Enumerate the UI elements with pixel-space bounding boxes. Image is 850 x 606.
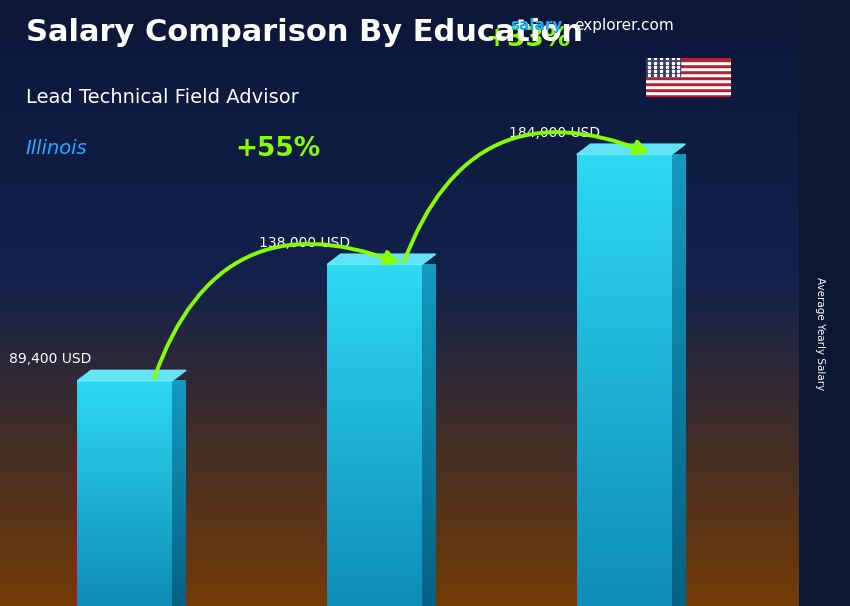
- Text: Lead Technical Field Advisor: Lead Technical Field Advisor: [26, 88, 298, 107]
- FancyArrowPatch shape: [154, 244, 396, 378]
- Bar: [646, 70, 731, 73]
- Bar: [646, 64, 731, 67]
- Bar: [646, 76, 731, 79]
- Bar: [646, 85, 731, 88]
- Bar: [646, 61, 731, 64]
- Text: +33%: +33%: [485, 26, 570, 52]
- Text: 184,000 USD: 184,000 USD: [509, 126, 600, 140]
- Text: Salary Comparison By Education: Salary Comparison By Education: [26, 18, 582, 47]
- Text: 89,400 USD: 89,400 USD: [8, 352, 91, 366]
- Bar: [646, 88, 731, 91]
- Bar: [646, 67, 731, 70]
- Bar: [646, 58, 731, 61]
- Bar: [646, 91, 731, 94]
- Polygon shape: [327, 254, 436, 264]
- Polygon shape: [577, 144, 685, 155]
- Text: Illinois: Illinois: [26, 139, 87, 158]
- Bar: [646, 73, 731, 76]
- Text: Average Yearly Salary: Average Yearly Salary: [815, 277, 825, 390]
- Bar: [646, 79, 731, 82]
- Polygon shape: [77, 370, 186, 381]
- Bar: [646, 58, 680, 76]
- FancyArrowPatch shape: [404, 132, 646, 262]
- Text: salary: salary: [510, 18, 563, 33]
- Text: 138,000 USD: 138,000 USD: [259, 236, 350, 250]
- Text: explorer.com: explorer.com: [574, 18, 673, 33]
- Text: +55%: +55%: [235, 136, 320, 162]
- Bar: [646, 82, 731, 85]
- Bar: [646, 94, 731, 97]
